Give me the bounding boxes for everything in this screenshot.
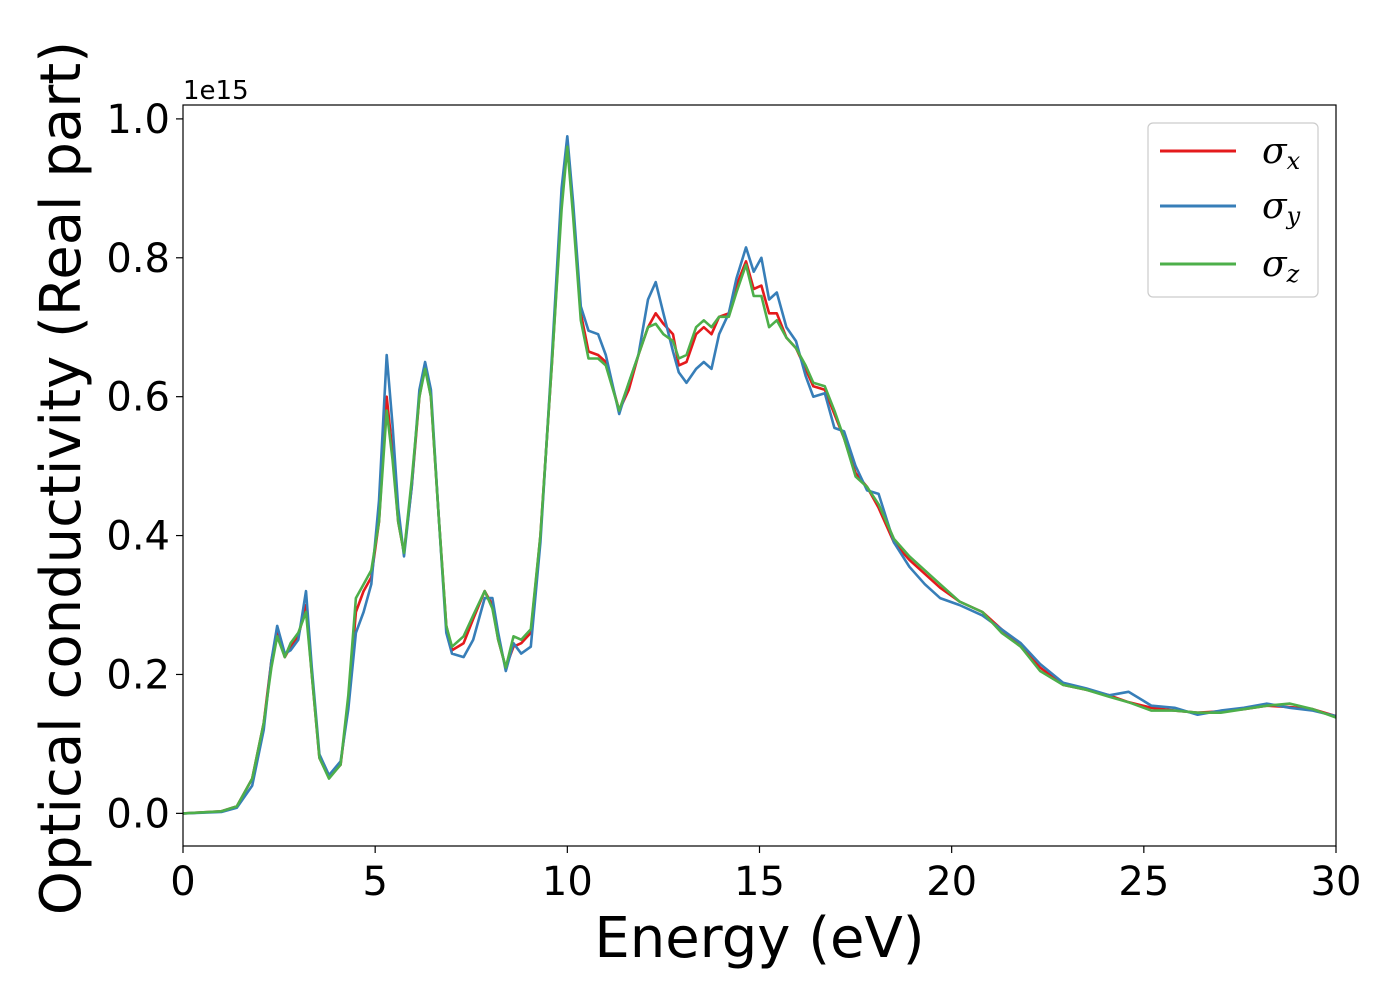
legend-sigma-x-sub: x [1287,147,1301,175]
y-tick-label: 1.0 [106,97,170,143]
x-tick-label: 0 [170,859,195,905]
plot-frame [182,104,1337,847]
y-offset-text: 1e15 [183,76,249,106]
plot-area [183,105,1336,846]
x-tick-label: 10 [542,859,593,905]
x-tick-label: 30 [1311,859,1362,905]
y-tick-label: 0.0 [106,791,170,837]
x-tick-label: 5 [362,859,387,905]
legend-sigma-z-sub: z [1286,260,1300,288]
legend-sigma-x-base: σ [1262,131,1288,172]
legend-box [1147,122,1319,298]
y-tick-label: 0.8 [106,236,170,282]
series-layer [182,135,1337,815]
legend-label-sigma-y: σy [1262,186,1301,230]
x-tick-label: 20 [926,859,977,905]
legend-label-sigma-z: σz [1262,244,1300,288]
y-axis-title: Optical conductivity (Real part) [29,41,94,915]
series-line-sigma-z [182,145,1337,815]
x-tick-label: 15 [734,859,785,905]
y-tick-label: 0.4 [106,514,170,560]
y-tick-label: 0.6 [106,375,170,421]
ticks-layer: 0 5 10 15 20 25 30 0.0 0.2 0.4 0.6 0.8 1.0 [106,97,1361,905]
legend-sigma-y-sub: y [1286,202,1301,230]
y-tick-label: 0.2 [106,652,170,698]
x-axis-title: Energy (eV) [594,906,924,971]
x-tick-label: 25 [1118,859,1169,905]
legend-label-sigma-x: σx [1262,131,1301,175]
legend-sigma-y-base: σ [1262,186,1288,227]
legend-sigma-z-base: σ [1262,244,1288,285]
legend: σx σy σz [1147,122,1319,298]
